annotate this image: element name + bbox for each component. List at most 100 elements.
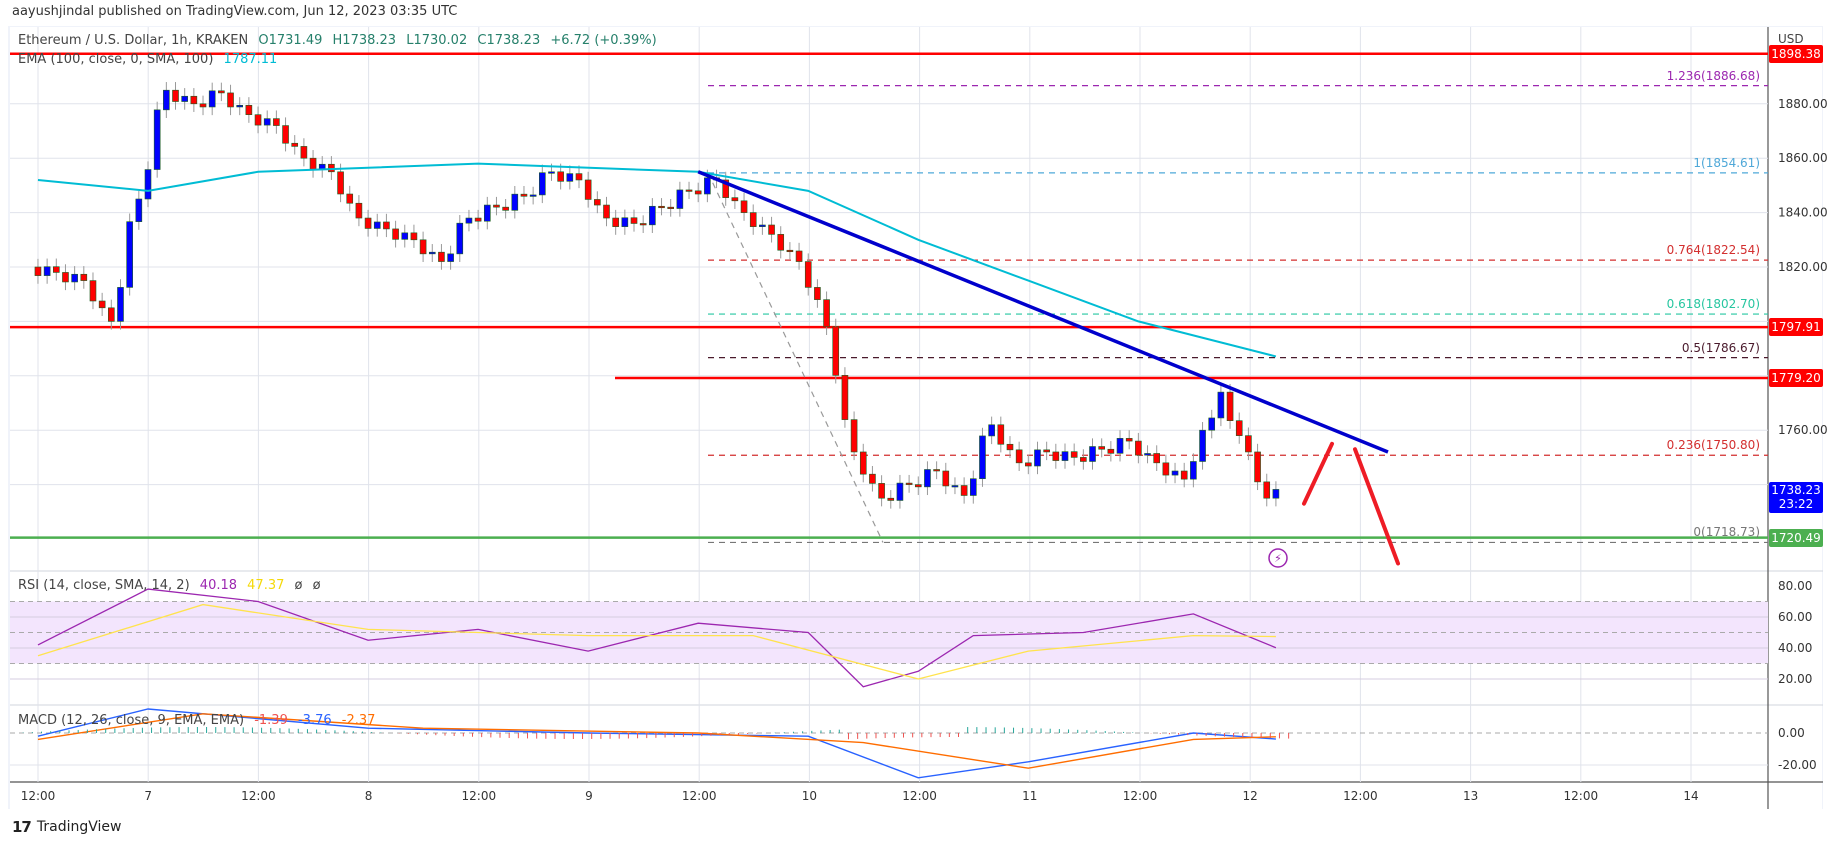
symbol-title: Ethereum / U.S. Dollar, 1h, KRAKEN: [18, 33, 249, 48]
time-tick: 10: [802, 789, 817, 803]
rsi-sma-line: [37, 603, 1276, 680]
candle: [263, 118, 271, 126]
rsi-tick: 40.00: [1778, 641, 1812, 655]
candle: [969, 478, 977, 496]
candle: [759, 224, 766, 227]
candle: [89, 280, 97, 302]
price-tick: 1860.00: [1778, 151, 1828, 165]
candle: [887, 497, 895, 501]
price-tick: 1840.00: [1778, 206, 1828, 220]
projection-down-stroke: [1353, 447, 1400, 566]
candle: [346, 193, 354, 204]
candle: [795, 250, 803, 262]
candle: [163, 89, 170, 111]
ema-label: EMA (100, close, 0, SMA, 100): [18, 52, 214, 67]
rsi-extra-1: ø: [294, 578, 303, 593]
footer-brand[interactable]: 17 TradingView: [12, 818, 121, 836]
bar-countdown: 23:22: [1778, 497, 1814, 511]
candle: [667, 206, 674, 209]
fib-level-label: 0(1718.73): [1693, 525, 1760, 540]
time-tick: 12:00: [21, 789, 56, 803]
candle: [1061, 451, 1069, 461]
macd-hist-value: -1.39: [254, 713, 288, 728]
candle: [511, 193, 519, 211]
candle: [383, 221, 390, 230]
candle: [612, 217, 619, 227]
candle: [676, 189, 684, 209]
price-tick: 1880.00: [1778, 97, 1828, 111]
rsi-legend: RSI (14, close, SMA, 14, 2) 40.18 47.37 …: [18, 578, 327, 593]
candle: [465, 217, 473, 224]
candle: [979, 435, 986, 480]
candle: [924, 469, 931, 488]
time-tick: 14: [1683, 789, 1698, 803]
candle: [117, 287, 124, 322]
macd-tick: -20.00: [1778, 758, 1817, 772]
candle: [1190, 461, 1197, 480]
candle: [1080, 457, 1087, 462]
rsi-tick: 20.00: [1778, 672, 1812, 686]
candle: [245, 105, 253, 115]
candle: [144, 169, 152, 200]
candle: [337, 171, 344, 195]
candle: [777, 234, 785, 251]
candle: [43, 266, 51, 276]
candle: [685, 189, 693, 192]
candle: [914, 484, 922, 488]
candle: [1034, 449, 1041, 467]
candle: [181, 95, 188, 102]
macd-signal-line: [37, 713, 1276, 769]
time-tick: 12:00: [902, 789, 937, 803]
candle: [1272, 489, 1280, 499]
candle: [905, 482, 913, 485]
candle: [474, 217, 482, 222]
candle: [997, 424, 1005, 445]
candle: [227, 92, 234, 108]
candle: [71, 273, 78, 283]
candle: [1208, 417, 1216, 431]
candle: [740, 200, 748, 213]
publisher-credit: aayushjindal published on TradingView.co…: [12, 4, 458, 19]
candle: [1199, 429, 1206, 462]
candle: [236, 105, 243, 108]
candle: [410, 232, 418, 241]
candle: [1006, 443, 1014, 451]
fib-level-label: 1(1854.61): [1693, 155, 1760, 170]
candle: [208, 90, 216, 108]
candle: [364, 217, 372, 229]
candle: [401, 232, 409, 240]
macd-legend: MACD (12, 26, close, 9, EMA, EMA) -1.39 …: [18, 713, 381, 728]
candle: [722, 179, 730, 198]
candle: [804, 261, 812, 288]
candle: [1226, 391, 1234, 421]
time-tick: 12:00: [462, 789, 497, 803]
candle: [291, 142, 299, 147]
candle: [300, 146, 308, 159]
lightning-event-icon: [1268, 548, 1288, 568]
candle: [557, 171, 564, 182]
candle: [1180, 470, 1188, 480]
candle: [539, 172, 546, 196]
candle: [456, 222, 464, 255]
candle: [1015, 449, 1023, 464]
rsi-value: 40.18: [199, 578, 238, 593]
candle: [823, 299, 830, 328]
candle: [896, 482, 904, 501]
ohlc-open: O1731.49: [258, 33, 323, 48]
time-tick: 9: [585, 789, 593, 803]
projection-up-stroke: [1302, 441, 1334, 506]
candle: [548, 171, 555, 174]
candle: [428, 251, 436, 255]
candle: [34, 266, 42, 276]
candle: [1263, 481, 1271, 499]
macd-signal-value: -2.37: [341, 713, 376, 728]
candle: [749, 212, 757, 227]
candle: [135, 198, 143, 222]
rsi-label: RSI (14, close, SMA, 14, 2): [18, 578, 190, 593]
time-tick: 12:00: [1564, 789, 1599, 803]
candle: [1125, 438, 1133, 442]
candle: [172, 89, 179, 102]
candle: [126, 221, 133, 288]
candle: [814, 287, 821, 300]
